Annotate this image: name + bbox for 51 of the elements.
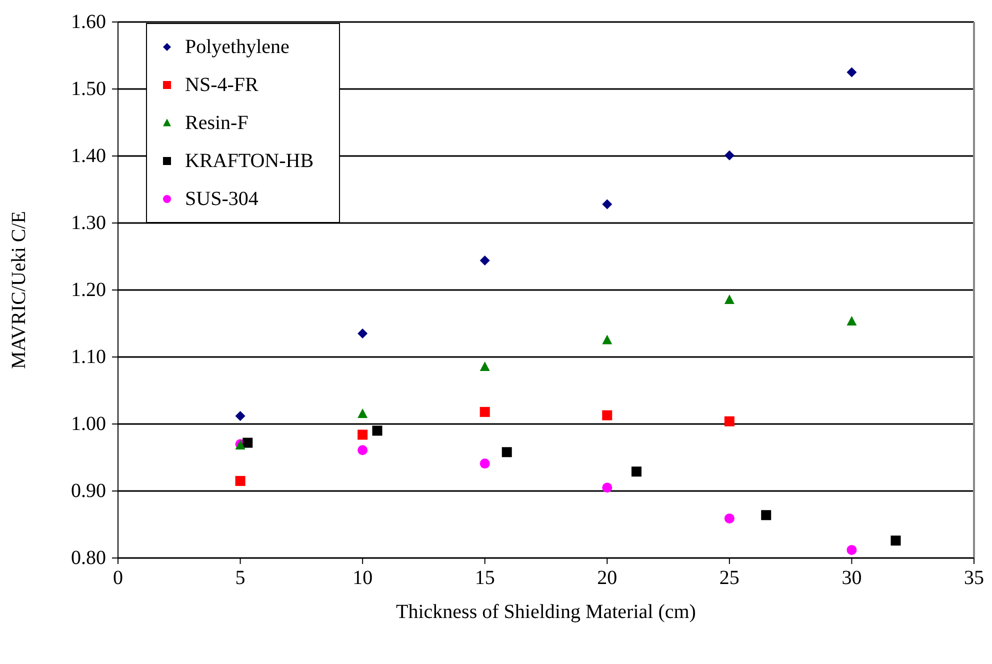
point (235, 476, 246, 486)
y-axis-title: MAVRIC/Ueki C/E (8, 211, 30, 369)
y-tick-label: 1.00 (71, 413, 106, 435)
y-tick-label: 0.90 (71, 480, 106, 502)
point (358, 445, 368, 456)
x-tick-label: 10 (352, 567, 373, 589)
legend-label: KRAFTON-HB (185, 149, 314, 174)
point (602, 482, 612, 493)
legend-label: Polyethylene (185, 35, 290, 60)
y-tick-label: 1.40 (71, 145, 106, 167)
y-tick-label: 1.60 (71, 11, 106, 33)
legend-label: NS-4-FR (185, 73, 258, 98)
point (602, 334, 612, 344)
point (358, 408, 368, 418)
y-tick-label: 1.10 (71, 346, 106, 368)
point (480, 256, 490, 266)
y-tick-label: 1.30 (71, 212, 106, 234)
x-tick-label: 20 (597, 567, 618, 589)
point (242, 438, 253, 448)
point (358, 430, 368, 440)
point (846, 544, 857, 555)
point (602, 199, 612, 210)
x-tick-label: 25 (719, 567, 740, 589)
point (235, 410, 246, 421)
point (358, 328, 368, 339)
legend-label: SUS-304 (185, 187, 258, 212)
point (372, 426, 382, 436)
point (480, 406, 490, 417)
point (480, 362, 490, 372)
x-tick-label: 5 (235, 567, 246, 589)
x-tick-label: 15 (474, 567, 495, 589)
point (724, 294, 734, 304)
point (724, 150, 734, 160)
x-tick-label: 35 (964, 567, 984, 589)
x-axis-title: Thickness of Shielding Material (cm) (396, 601, 696, 623)
point (846, 316, 857, 326)
x-tick-label: 30 (842, 567, 862, 589)
x-tick-label: 0 (113, 567, 123, 589)
y-tick-label: 1.20 (71, 279, 106, 301)
point (480, 458, 490, 469)
point (846, 67, 857, 78)
point (890, 536, 901, 546)
y-tick-label: 1.50 (71, 78, 106, 100)
point (502, 447, 512, 458)
point (602, 410, 612, 420)
legend-label: Resin-F (185, 111, 248, 136)
point (724, 513, 734, 524)
y-tick-label: 0.80 (71, 547, 106, 569)
point (631, 466, 642, 477)
point (761, 510, 772, 520)
point (724, 416, 734, 426)
